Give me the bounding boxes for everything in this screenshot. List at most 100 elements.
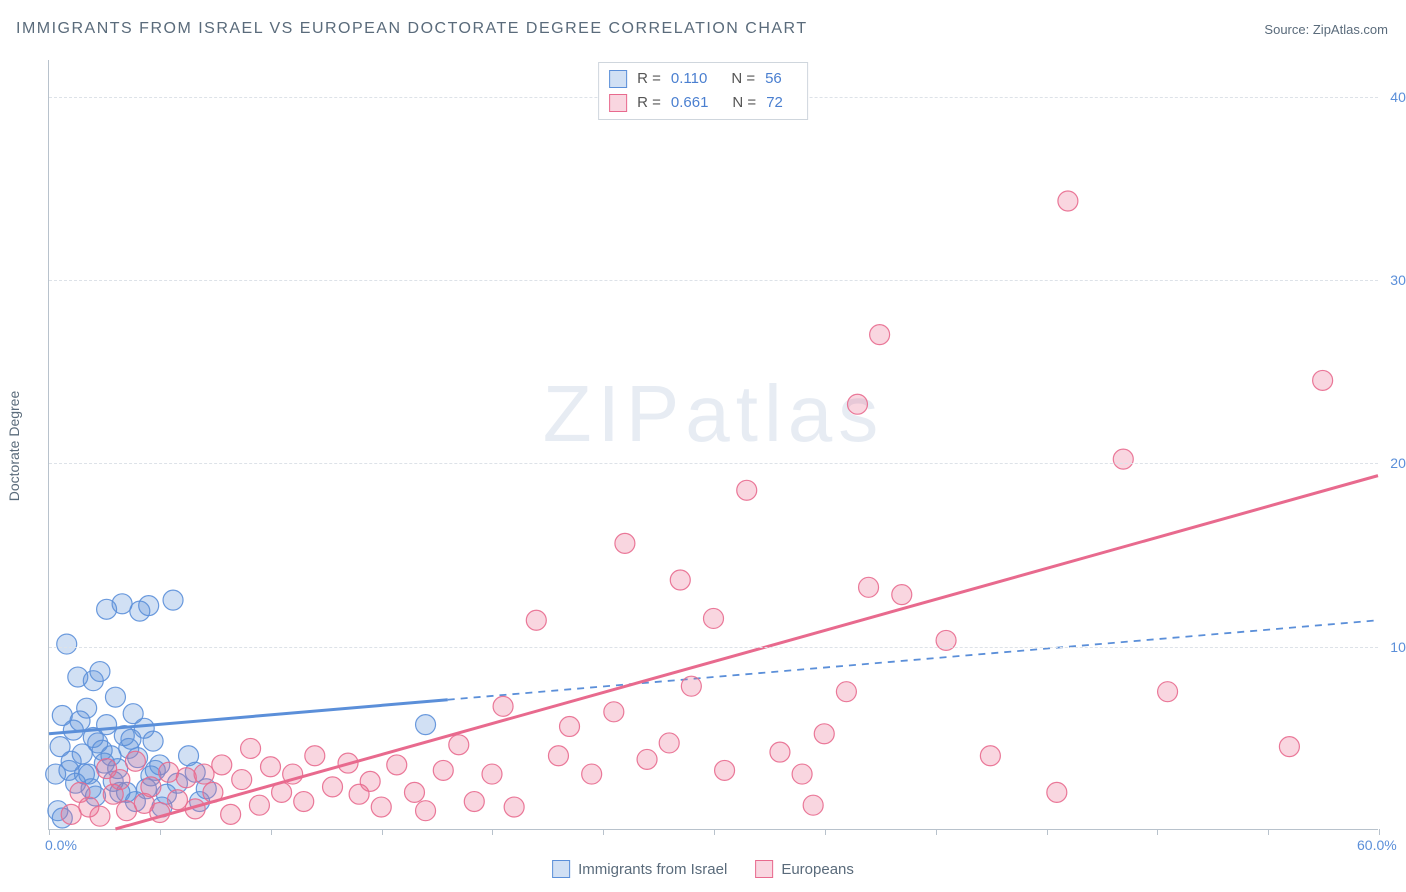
bottom-legend: Immigrants from Israel Europeans [552, 860, 854, 878]
xtick-mark [603, 829, 604, 835]
source-attribution: Source: ZipAtlas.com [1264, 22, 1388, 37]
gridline [49, 463, 1378, 464]
legend-item-europeans: Europeans [755, 860, 854, 878]
data-point [249, 795, 269, 815]
data-point [560, 716, 580, 736]
stats-row-europeans: R = 0.661 N = 72 [609, 91, 797, 115]
ytick-label: 30.0% [1390, 272, 1406, 288]
data-point [482, 764, 502, 784]
n-value-israel: 56 [765, 67, 782, 91]
data-point [241, 738, 261, 758]
xtick-mark [271, 829, 272, 835]
data-point [112, 594, 132, 614]
data-point [548, 746, 568, 766]
data-point [294, 792, 314, 812]
xtick-mark [1047, 829, 1048, 835]
swatch-israel [609, 70, 627, 88]
xtick-mark [714, 829, 715, 835]
ytick-label: 20.0% [1390, 455, 1406, 471]
r-label: R = [637, 67, 661, 91]
data-point [232, 770, 252, 790]
data-point [92, 740, 112, 760]
data-point [670, 570, 690, 590]
data-point [980, 746, 1000, 766]
gridline [49, 280, 1378, 281]
xtick-mark [1268, 829, 1269, 835]
data-point [323, 777, 343, 797]
data-point [57, 634, 77, 654]
chart-svg [49, 60, 1378, 829]
data-point [859, 577, 879, 597]
xtick-mark [49, 829, 50, 835]
data-point [139, 596, 159, 616]
data-point [814, 724, 834, 744]
data-point [163, 590, 183, 610]
data-point [526, 610, 546, 630]
y-axis-label: Doctorate Degree [6, 391, 22, 502]
legend-item-israel: Immigrants from Israel [552, 860, 727, 878]
xtick-label: 0.0% [45, 837, 77, 853]
xtick-mark [936, 829, 937, 835]
data-point [117, 801, 137, 821]
ytick-label: 40.0% [1390, 89, 1406, 105]
data-point [1313, 370, 1333, 390]
data-point [141, 777, 161, 797]
data-point [79, 764, 99, 784]
xtick-mark [825, 829, 826, 835]
n-label: N = [731, 67, 755, 91]
chart-title: IMMIGRANTS FROM ISRAEL VS EUROPEAN DOCTO… [16, 20, 808, 38]
swatch-europeans [609, 94, 627, 112]
legend-label-israel: Immigrants from Israel [578, 861, 727, 878]
data-point [1279, 737, 1299, 757]
data-point [121, 729, 141, 749]
data-point [110, 770, 130, 790]
data-point [604, 702, 624, 722]
data-point [433, 760, 453, 780]
data-point [1058, 191, 1078, 211]
data-point [464, 792, 484, 812]
data-point [637, 749, 657, 769]
xtick-mark [1157, 829, 1158, 835]
data-point [360, 771, 380, 791]
data-point [659, 733, 679, 753]
data-point [212, 755, 232, 775]
xtick-mark [382, 829, 383, 835]
source-label: Source: [1264, 22, 1309, 37]
n-value-europeans: 72 [766, 91, 783, 115]
data-point [221, 804, 241, 824]
xtick-mark [160, 829, 161, 835]
data-point [97, 715, 117, 735]
regression-line [115, 476, 1378, 829]
data-point [167, 790, 187, 810]
xtick-label: 60.0% [1357, 837, 1397, 853]
regression-line-dashed [448, 620, 1378, 699]
data-point [77, 698, 97, 718]
data-point [681, 676, 701, 696]
data-point [836, 682, 856, 702]
swatch-israel [552, 860, 570, 878]
xtick-mark [492, 829, 493, 835]
swatch-europeans [755, 860, 773, 878]
source-link[interactable]: ZipAtlas.com [1313, 22, 1388, 37]
data-point [615, 533, 635, 553]
data-point [125, 751, 145, 771]
data-point [90, 806, 110, 826]
data-point [416, 801, 436, 821]
data-point [870, 325, 890, 345]
plot-area: ZIPatlas 10.0%20.0%30.0%40.0%0.0%60.0% [48, 60, 1378, 830]
xtick-mark [1379, 829, 1380, 835]
data-point [61, 751, 81, 771]
data-point [892, 585, 912, 605]
data-point [847, 394, 867, 414]
data-point [61, 804, 81, 824]
data-point [105, 687, 125, 707]
stats-legend: R = 0.110 N = 56 R = 0.661 N = 72 [598, 62, 808, 120]
data-point [159, 762, 179, 782]
data-point [449, 735, 469, 755]
stats-row-israel: R = 0.110 N = 56 [609, 67, 797, 91]
data-point [704, 608, 724, 628]
legend-label-europeans: Europeans [781, 861, 854, 878]
data-point [52, 705, 72, 725]
data-point [404, 782, 424, 802]
data-point [176, 768, 196, 788]
